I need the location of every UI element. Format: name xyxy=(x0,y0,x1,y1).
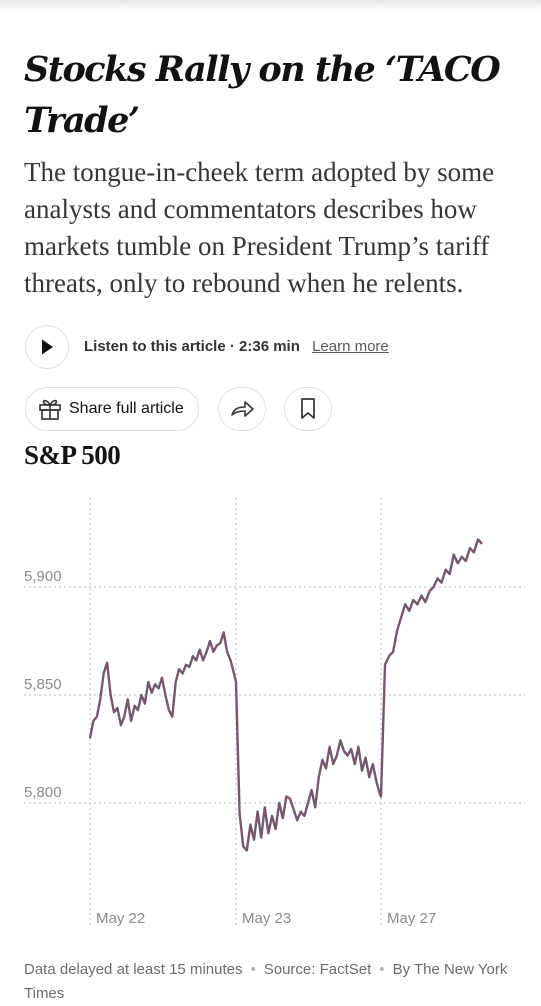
article-headline: Stocks Rally on the ‘TACO Trade’ xyxy=(24,49,501,141)
x-tick-label: May 22 xyxy=(96,910,145,927)
save-button[interactable] xyxy=(284,387,332,431)
play-audio-button[interactable] xyxy=(25,325,69,369)
listen-label: Listen to this article · 2:36 min xyxy=(84,338,300,355)
share-button[interactable] xyxy=(218,387,266,431)
top-shadow xyxy=(0,0,541,10)
y-tick-label: 5,800 xyxy=(24,784,62,801)
y-tick-label: 5,850 xyxy=(24,676,62,693)
share-arrow-icon xyxy=(231,401,254,417)
learn-more-link[interactable]: Learn more xyxy=(312,338,389,355)
footer-separator: • xyxy=(379,961,385,978)
share-label: Share full article xyxy=(69,400,184,417)
sp500-price-line xyxy=(88,538,483,852)
listen-row: Listen to this article · 2:36 min Learn … xyxy=(84,338,389,355)
byline: By The New York Times xyxy=(24,961,508,1002)
play-icon xyxy=(42,339,53,355)
data-delay-note: Data delayed at least 15 minutes xyxy=(24,961,243,978)
source-note: Source: FactSet xyxy=(263,961,372,978)
sp500-chart: 5,800 5,850 5,900 May 22 May 23 May 27 xyxy=(24,498,525,927)
chart-title: S&P 500 xyxy=(24,440,121,470)
chart-footer: Data delayed at least 15 minutes • Source:… xyxy=(24,958,524,1006)
x-tick-label: May 23 xyxy=(242,910,291,927)
y-tick-label: 5,900 xyxy=(24,568,62,585)
footer-separator: • xyxy=(250,961,256,978)
article-summary: The tongue-in-cheek term adopted by some… xyxy=(24,157,495,298)
gift-icon xyxy=(39,399,61,420)
bookmark-icon xyxy=(301,398,315,419)
x-tick-label: May 27 xyxy=(387,910,436,927)
share-full-article-button[interactable]: Share full article xyxy=(25,387,199,431)
